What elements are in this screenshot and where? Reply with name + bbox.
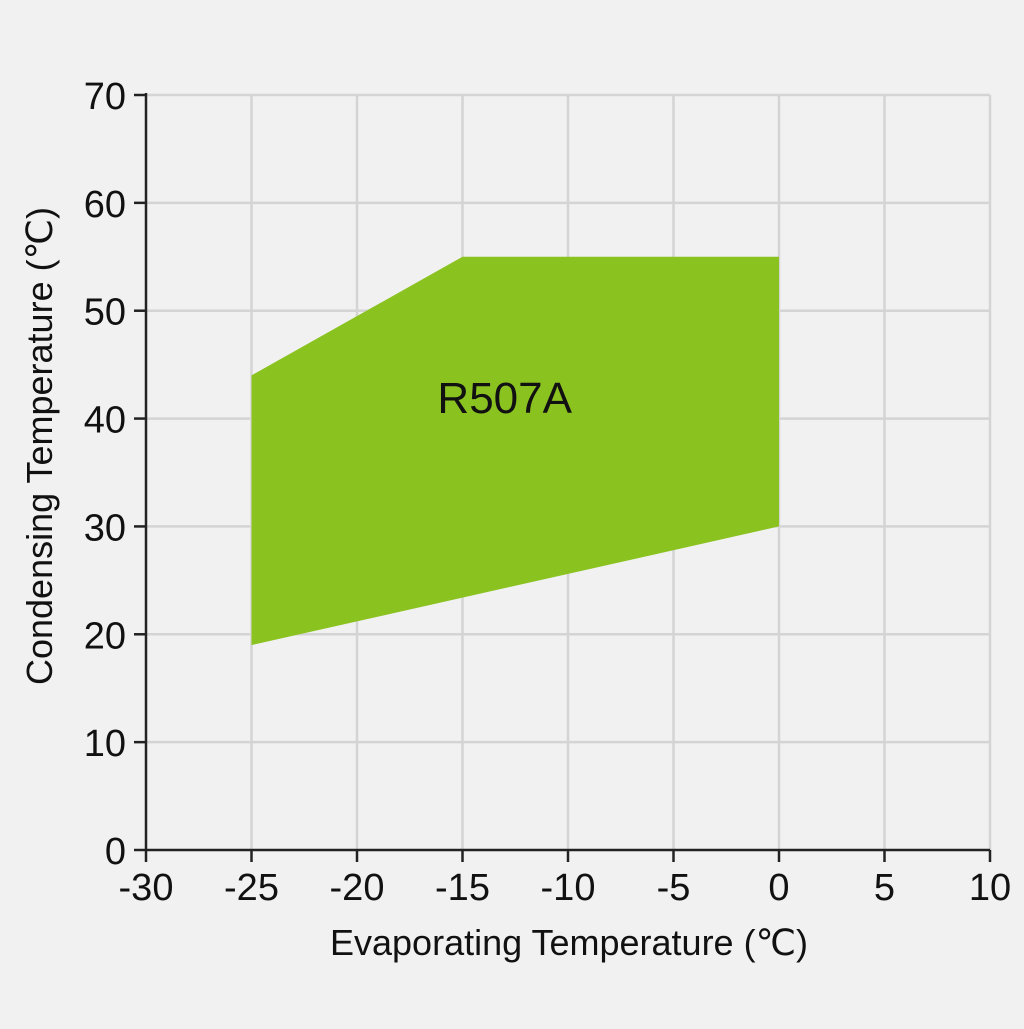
y-tick-label: 20 [84, 615, 126, 657]
y-tick-label: 70 [84, 76, 126, 118]
ticks: -30 -25 -20 -15 -10 -5 0 5 10 0 10 20 30 40 50 60 70 [84, 76, 1011, 909]
x-tick-label: -25 [224, 867, 279, 909]
y-tick-label: 50 [84, 292, 126, 334]
x-tick-label: -5 [657, 867, 691, 909]
operating-envelope: R507A [251, 256, 779, 646]
y-tick-label: 40 [84, 400, 126, 442]
x-tick-label: 10 [969, 867, 1011, 909]
x-tick-label: 5 [874, 867, 895, 909]
series-label: R507A [437, 374, 572, 423]
y-tick-label: 60 [84, 184, 126, 226]
x-tick-label: -30 [119, 867, 174, 909]
x-tick-label: -20 [330, 867, 385, 909]
y-tick-label: 0 [105, 831, 126, 873]
y-tick-label: 30 [84, 507, 126, 549]
x-tick-label: 0 [768, 867, 789, 909]
y-axis-label: Condensing Temperature (℃) [19, 207, 60, 685]
x-axis-label: Evaporating Temperature (℃) [330, 922, 808, 963]
series-area-r507a [251, 256, 779, 646]
x-tick-label: -10 [541, 867, 596, 909]
x-tick-label: -15 [435, 867, 490, 909]
y-tick-label: 10 [84, 723, 126, 765]
